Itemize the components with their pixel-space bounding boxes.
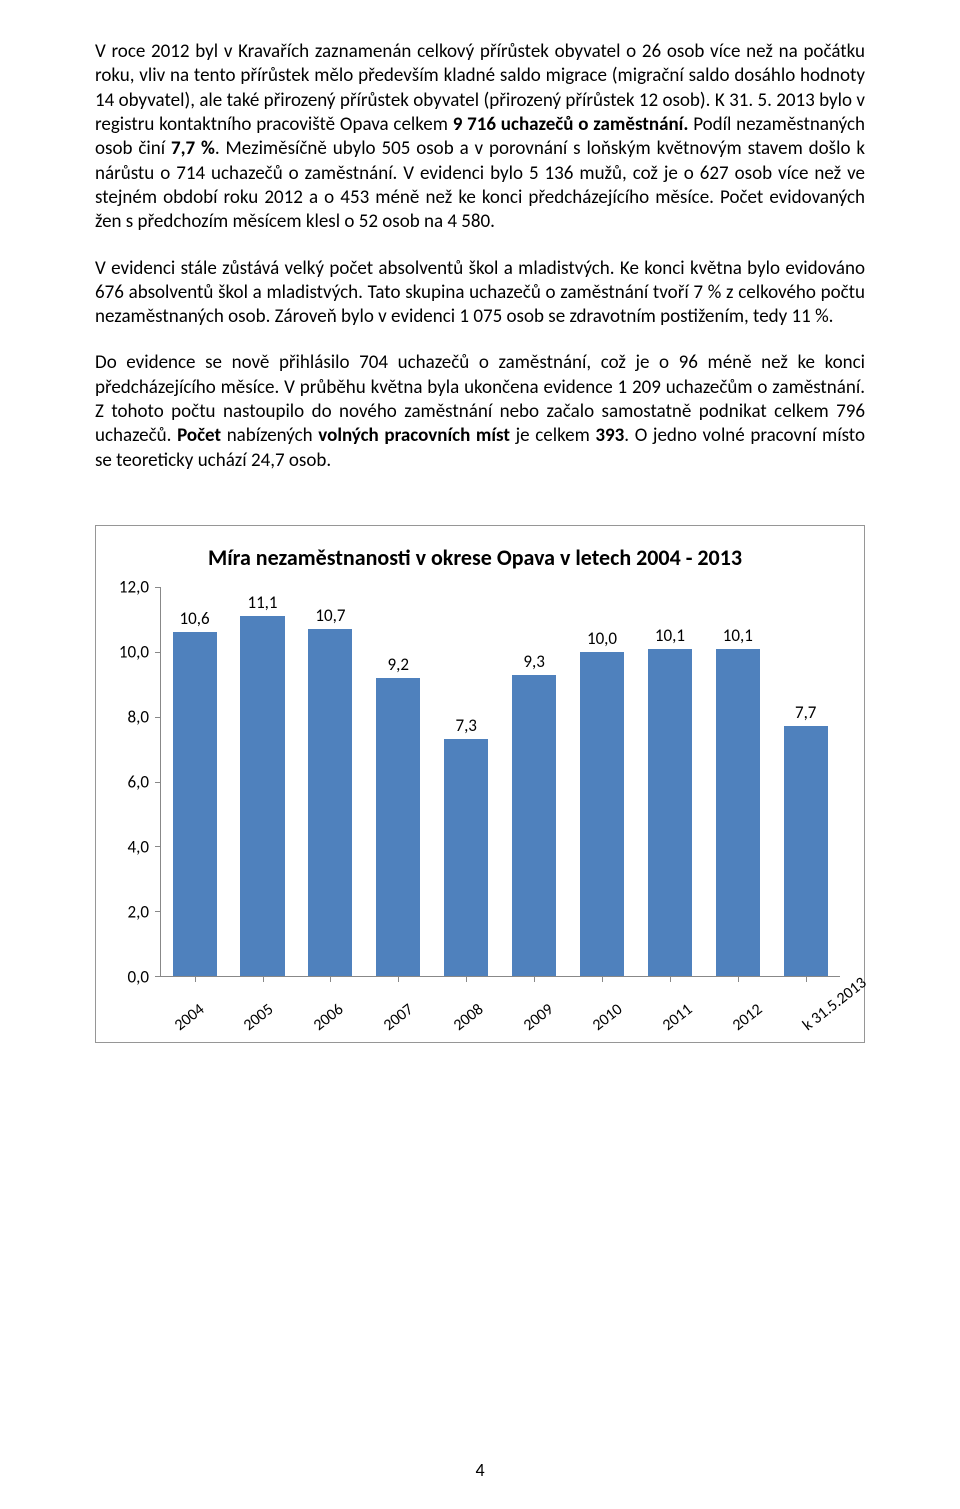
chart-x-label: k 31.5.2013 [799, 973, 870, 1035]
chart-bar-value-label: 11,1 [240, 592, 284, 613]
chart-y-tick-label: 12,0 [119, 577, 149, 598]
p1-bold-2: 7,7 % [171, 137, 215, 160]
chart-x-tick-mark [738, 976, 739, 982]
chart-y-tick-mark [155, 846, 161, 847]
chart-y-tick-label: 0,0 [128, 967, 149, 988]
chart-x-tick-mark [398, 976, 399, 982]
chart-x-tick-mark [602, 976, 603, 982]
chart-bar: 7,3 [444, 739, 488, 976]
chart-bar: 9,3 [512, 675, 556, 976]
chart-y-tick-mark [155, 911, 161, 912]
chart-plot-inner: 10,6 11,1 10,7 9,2 7,3 9,3 10,0 10,1 10,1 7,7 [160, 587, 840, 977]
chart-y-tick-mark [155, 976, 161, 977]
p3-bold-1: Počet [177, 424, 221, 447]
chart-x-labels: 200420052006200720082009201020112012k 31… [156, 996, 854, 1046]
chart-x-label: 2008 [450, 1000, 487, 1035]
chart-y-tick-mark [155, 652, 161, 653]
chart-bar: 10,6 [173, 632, 217, 976]
chart-bar-value-label: 10,7 [308, 605, 352, 626]
chart-y-tick-label: 4,0 [128, 836, 149, 857]
chart-y-ticks: 0,02,04,06,08,010,012,0 [100, 587, 155, 977]
chart-y-tick-mark [155, 587, 161, 588]
chart-y-tick-mark [155, 717, 161, 718]
chart-bar-value-label: 7,3 [444, 715, 488, 736]
chart-bar-value-label: 9,2 [376, 654, 420, 675]
chart-bar-value-label: 10,6 [173, 608, 217, 629]
chart-bar: 10,7 [308, 629, 352, 976]
paragraph-2: V evidenci stále zůstává velký počet abs… [95, 257, 865, 330]
chart-x-label: 2010 [589, 1000, 626, 1035]
chart-bar: 10,1 [716, 649, 760, 976]
chart-x-tick-mark [534, 976, 535, 982]
chart-plot-area: 0,02,04,06,08,010,012,0 10,611,110,79,27… [160, 587, 840, 977]
chart-bars: 10,6 11,1 10,7 9,2 7,3 9,3 10,0 10,1 10,1 7,7 [161, 587, 840, 976]
chart-bar: 11,1 [240, 616, 284, 976]
p3-bold-2: volných pracovních míst [318, 424, 510, 447]
chart-bar-value-label: 10,1 [648, 625, 692, 646]
chart-bar-value-label: 9,3 [512, 651, 556, 672]
chart-bar: 7,7 [784, 726, 828, 976]
paragraph-1: V roce 2012 byl v Kravařích zaznamenán c… [95, 40, 865, 235]
page-number: 4 [0, 1459, 960, 1481]
chart-x-label: 2006 [310, 1000, 347, 1035]
chart-x-tick-mark [195, 976, 196, 982]
p3-bold-3: 393 [595, 424, 624, 447]
chart-x-tick-mark [263, 976, 264, 982]
chart-bar-value-label: 10,0 [580, 628, 624, 649]
p3-text-b: nabízených [221, 424, 318, 447]
chart-x-label: 2011 [659, 1000, 696, 1035]
chart-y-tick-label: 6,0 [128, 772, 149, 793]
chart-y-tick-label: 10,0 [119, 641, 149, 662]
chart-y-tick-label: 2,0 [128, 902, 149, 923]
chart-y-tick-label: 8,0 [128, 706, 149, 727]
chart-title: Míra nezaměstnanosti v okrese Opava v le… [100, 544, 850, 571]
chart-x-tick-mark [466, 976, 467, 982]
chart-x-label: 2009 [520, 1000, 557, 1035]
chart-x-label: 2005 [240, 1000, 277, 1035]
chart-bar: 10,1 [648, 649, 692, 976]
chart-x-tick-mark [806, 976, 807, 982]
chart-bar-value-label: 10,1 [716, 625, 760, 646]
p3-text-c: je celkem [510, 424, 595, 447]
chart-bar: 10,0 [580, 652, 624, 976]
chart-x-label: 2007 [380, 1000, 417, 1035]
unemployment-chart: Míra nezaměstnanosti v okrese Opava v le… [95, 525, 865, 1043]
chart-x-label: 2012 [729, 1000, 766, 1035]
chart-bar: 9,2 [376, 678, 420, 976]
paragraph-3: Do evidence se nově přihlásilo 704 uchaz… [95, 351, 865, 473]
chart-x-tick-mark [330, 976, 331, 982]
chart-x-tick-mark [670, 976, 671, 982]
p1-bold-1: 9 716 uchazečů o zaměstnání. [453, 113, 689, 136]
chart-x-label: 2004 [171, 1000, 208, 1035]
chart-bar-value-label: 7,7 [784, 702, 828, 723]
chart-y-tick-mark [155, 782, 161, 783]
